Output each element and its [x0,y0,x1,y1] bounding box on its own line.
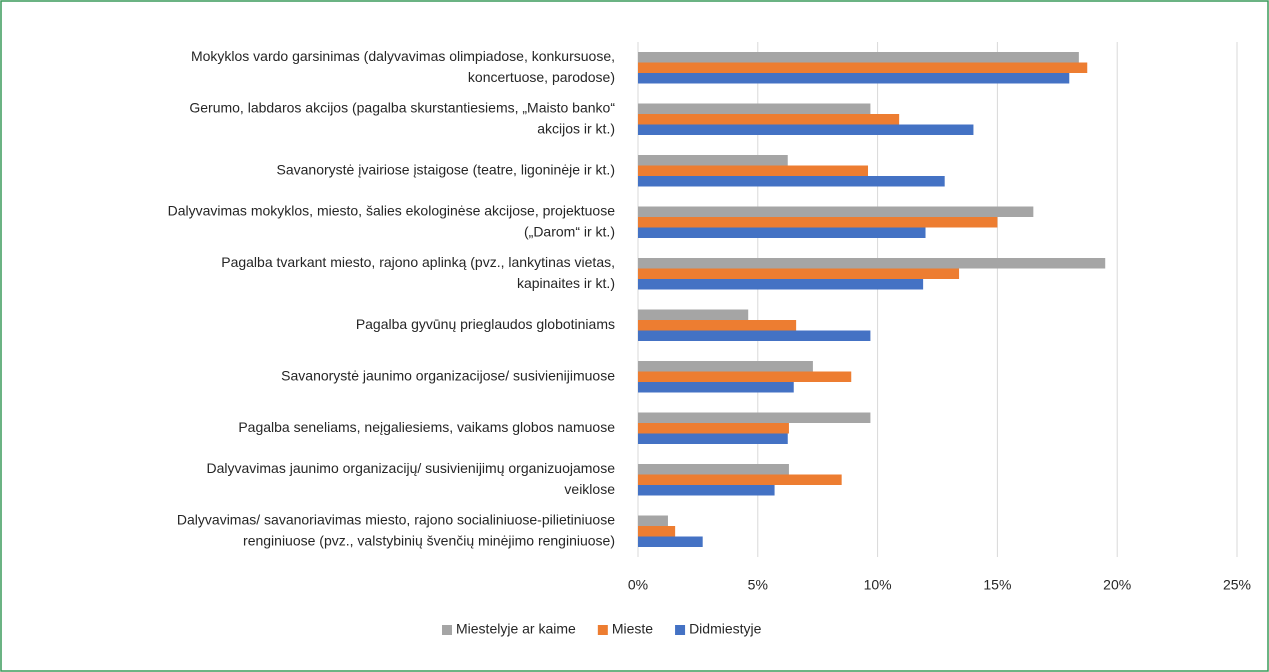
y-tick-label: Savanorystė įvairiose įstaigose (teatre,… [277,161,616,177]
bar [638,382,794,393]
bar [638,474,842,485]
x-tick-label: 25% [1223,577,1251,593]
y-tick-label: Savanorystė jaunimo organizacijose/ susi… [281,367,615,383]
bar [638,227,926,238]
legend-label: Miestelyje ar kaime [456,621,576,637]
y-tick-label: Gerumo, labdaros akcijos (pagalba skurst… [189,99,615,115]
bar [638,176,945,187]
bar [638,412,871,423]
x-tick-label: 10% [864,577,892,593]
bar [638,464,789,475]
bar [638,423,789,434]
legend-swatch [675,625,686,635]
bar [638,114,900,125]
legend-swatch [442,625,452,635]
bar [638,268,960,279]
legend-label: Mieste [612,621,653,637]
x-tick-label: 15% [983,577,1011,593]
bar [638,515,668,526]
bar [638,155,788,166]
legend-swatch [597,625,608,635]
y-tick-label: Pagalba gyvūnų prieglaudos globotiniams [356,316,615,332]
bar [638,73,1070,84]
x-tick-label: 0% [628,577,648,593]
bar [638,62,1088,73]
y-tick-label: akcijos ir kt.) [537,120,615,136]
bar [638,124,974,135]
bar [638,52,1079,63]
y-tick-label: koncertuose, parodose) [468,69,615,85]
bar [638,279,924,290]
y-tick-label: Dalyvavimas mokyklos, miesto, šalies eko… [168,202,616,218]
bar [638,361,813,372]
bar [638,165,869,176]
y-tick-label: Dalyvavimas jaunimo organizacijų/ susivi… [206,460,615,476]
bar [638,320,797,331]
y-tick-label: veiklose [564,481,615,497]
y-tick-label: („Darom“ ir kt.) [524,223,615,239]
bar [638,526,676,537]
bar [638,206,1034,217]
bar [638,309,749,320]
bar [638,536,703,547]
y-tick-label: renginiuose (pvz., valstybinių švenčių m… [243,532,615,548]
bar [638,217,998,228]
x-tick-label: 20% [1103,577,1131,593]
bar [638,433,788,444]
bar [638,485,775,496]
bar [638,371,852,382]
legend-label: Didmiestyje [689,621,762,637]
y-tick-label: Pagalba tvarkant miesto, rajono aplinką … [221,254,615,270]
y-tick-label: kapinaites ir kt.) [517,275,615,291]
bar [638,330,871,341]
y-tick-label: Mokyklos vardo garsinimas (dalyvavimas o… [191,48,615,64]
y-tick-label: Dalyvavimas/ savanoriavimas miesto, rajo… [177,511,615,527]
bar [638,258,1106,269]
y-tick-label: Pagalba seneliams, neįgaliesiems, vaikam… [238,419,615,435]
x-tick-label: 5% [748,577,768,593]
bar [638,103,871,114]
